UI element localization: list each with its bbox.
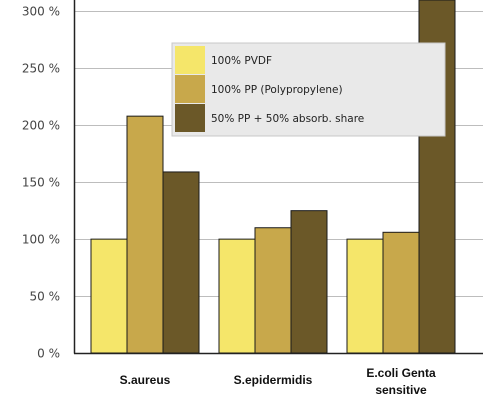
category-label: sensitive <box>375 383 427 397</box>
category-label: S.aureus <box>120 373 171 387</box>
y-tick-label: 100 % <box>22 233 60 247</box>
y-tick-label: 0 % <box>37 347 60 361</box>
legend-swatch <box>175 75 205 103</box>
axes <box>73 0 483 355</box>
legend-label: 100% PVDF <box>211 55 272 67</box>
y-tick-label: 300 % <box>22 5 60 19</box>
legend-swatch <box>175 46 205 74</box>
y-tick-label: 50 % <box>30 290 61 304</box>
bar <box>218 238 256 354</box>
category-labels: S.aureus S.epidermidis E.coli Genta sensiti… <box>120 366 436 397</box>
category-label: E.coli Genta <box>366 366 436 380</box>
bar <box>382 231 420 354</box>
bar <box>162 171 200 354</box>
bar <box>126 115 164 354</box>
legend-label: 100% PP (Polypropylene) <box>211 84 343 96</box>
category-label: S.epidermidis <box>234 373 313 387</box>
legend-label: 50% PP + 50% absorb. share <box>211 113 364 125</box>
y-tick-labels: 0 % 50 % 100 % 150 % 200 % 250 % 300 % <box>22 5 60 361</box>
y-tick-label: 200 % <box>22 119 60 133</box>
bar <box>90 238 128 354</box>
y-tick-label: 250 % <box>22 62 60 76</box>
y-tick-label: 150 % <box>22 176 60 190</box>
legend-box <box>171 42 446 137</box>
legend: 100% PVDF 100% PP (Polypropylene) 50% PP +… <box>171 42 446 137</box>
bar <box>290 210 328 354</box>
legend-swatch <box>175 104 205 132</box>
bar <box>254 227 292 354</box>
bar <box>346 238 384 354</box>
